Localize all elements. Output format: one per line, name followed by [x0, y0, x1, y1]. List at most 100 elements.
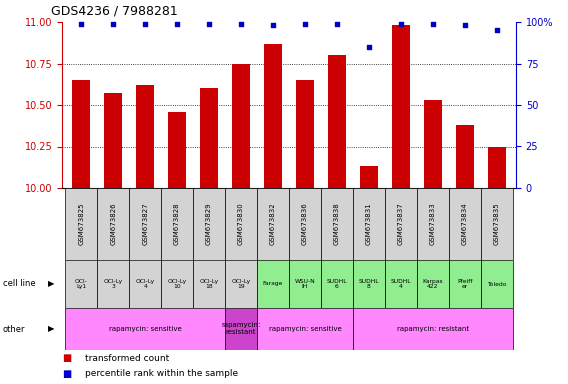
Bar — [385, 188, 417, 260]
Text: Toledo: Toledo — [487, 281, 507, 286]
Text: GSM673828: GSM673828 — [174, 203, 180, 245]
Text: GSM673838: GSM673838 — [334, 203, 340, 245]
Point — [332, 21, 341, 27]
Point — [300, 21, 310, 27]
Bar — [97, 188, 129, 260]
Bar — [360, 166, 378, 188]
Text: WSU-N
IH: WSU-N IH — [295, 279, 315, 290]
Bar — [201, 88, 218, 188]
Bar — [97, 260, 129, 308]
Bar — [417, 188, 449, 260]
Bar — [353, 308, 513, 350]
Text: Farage: Farage — [263, 281, 283, 286]
Text: OCI-Ly
18: OCI-Ly 18 — [199, 279, 219, 290]
Text: transformed count: transformed count — [85, 354, 169, 363]
Bar — [456, 125, 474, 188]
Bar — [321, 188, 353, 260]
Bar — [257, 188, 289, 260]
Bar — [129, 260, 161, 308]
Point — [108, 21, 118, 27]
Text: GSM673826: GSM673826 — [110, 203, 116, 245]
Bar — [417, 260, 449, 308]
Text: ■: ■ — [62, 354, 71, 364]
Text: rapamycin: sensitive: rapamycin: sensitive — [269, 326, 341, 332]
Bar — [129, 188, 161, 260]
Point — [460, 22, 469, 28]
Bar — [225, 260, 257, 308]
Point — [173, 21, 182, 27]
Text: ▶: ▶ — [48, 280, 55, 288]
Text: GSM673830: GSM673830 — [238, 203, 244, 245]
Text: other: other — [3, 324, 26, 333]
Bar — [328, 55, 346, 188]
Bar — [449, 188, 481, 260]
Bar — [257, 308, 353, 350]
Bar — [353, 188, 385, 260]
Bar — [289, 188, 321, 260]
Text: OCI-Ly
19: OCI-Ly 19 — [232, 279, 250, 290]
Text: OCI-
Ly1: OCI- Ly1 — [75, 279, 87, 290]
Bar — [105, 93, 122, 188]
Bar — [257, 260, 289, 308]
Bar — [193, 260, 225, 308]
Bar — [65, 188, 97, 260]
Bar — [392, 25, 410, 188]
Bar — [136, 85, 154, 188]
Bar — [161, 260, 193, 308]
Bar — [488, 147, 506, 188]
Text: SUDHL
6: SUDHL 6 — [327, 279, 347, 290]
Bar — [65, 260, 97, 308]
Text: rapamycin: sensitive: rapamycin: sensitive — [108, 326, 182, 332]
Point — [396, 21, 406, 27]
Text: cell line: cell line — [3, 280, 35, 288]
Point — [428, 21, 437, 27]
Text: ▶: ▶ — [48, 324, 55, 333]
Bar — [161, 188, 193, 260]
Text: GSM673827: GSM673827 — [142, 203, 148, 245]
Text: rapamycin: resistant: rapamycin: resistant — [397, 326, 469, 332]
Text: percentile rank within the sample: percentile rank within the sample — [85, 369, 238, 378]
Bar — [232, 63, 250, 188]
Point — [236, 21, 245, 27]
Bar — [481, 260, 513, 308]
Bar — [225, 188, 257, 260]
Bar — [481, 188, 513, 260]
Point — [269, 22, 278, 28]
Text: GSM673836: GSM673836 — [302, 203, 308, 245]
Bar — [424, 100, 442, 188]
Bar — [168, 112, 186, 188]
Text: Pfeiff
er: Pfeiff er — [457, 279, 473, 290]
Text: Karpas
422: Karpas 422 — [423, 279, 443, 290]
Text: GSM673825: GSM673825 — [78, 203, 84, 245]
Text: OCI-Ly
4: OCI-Ly 4 — [136, 279, 154, 290]
Bar — [385, 260, 417, 308]
Text: GSM673835: GSM673835 — [494, 203, 500, 245]
Text: GSM673834: GSM673834 — [462, 203, 468, 245]
Bar — [264, 43, 282, 188]
Text: OCI-Ly
10: OCI-Ly 10 — [168, 279, 187, 290]
Text: ■: ■ — [62, 369, 71, 379]
Bar — [321, 260, 353, 308]
Point — [492, 27, 502, 33]
Text: SUDHL
4: SUDHL 4 — [391, 279, 411, 290]
Point — [141, 21, 150, 27]
Bar — [72, 80, 90, 188]
Text: rapamycin:
resistant: rapamycin: resistant — [222, 323, 261, 336]
Point — [77, 21, 86, 27]
Point — [204, 21, 214, 27]
Bar — [296, 80, 314, 188]
Bar — [225, 308, 257, 350]
Bar — [449, 260, 481, 308]
Text: SUDHL
8: SUDHL 8 — [358, 279, 379, 290]
Text: GSM673829: GSM673829 — [206, 203, 212, 245]
Text: GDS4236 / 7988281: GDS4236 / 7988281 — [51, 4, 177, 17]
Point — [365, 44, 374, 50]
Text: GSM673832: GSM673832 — [270, 203, 276, 245]
Bar — [289, 260, 321, 308]
Bar — [353, 260, 385, 308]
Text: GSM673837: GSM673837 — [398, 203, 404, 245]
Bar — [65, 308, 225, 350]
Text: GSM673831: GSM673831 — [366, 203, 372, 245]
Bar — [193, 188, 225, 260]
Text: OCI-Ly
3: OCI-Ly 3 — [103, 279, 123, 290]
